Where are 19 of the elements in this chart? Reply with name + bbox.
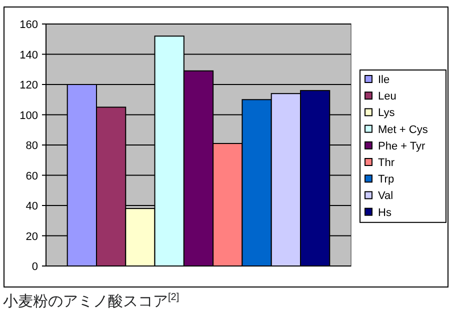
y-tick-label: 100: [20, 110, 38, 122]
legend-label: Trp: [378, 174, 394, 186]
legend-label: Thr: [378, 157, 395, 169]
legend-label: Leu: [378, 90, 396, 103]
y-tick-label: 120: [20, 80, 38, 92]
legend-label: Hs: [378, 206, 392, 219]
y-tick-label: 140: [20, 49, 38, 62]
y-tick-label: 40: [26, 200, 38, 212]
y-tick-label: 160: [20, 19, 38, 31]
y-tick-label: 80: [26, 140, 38, 152]
y-tick-label: 60: [26, 170, 38, 182]
text: 小麦粉のアミノ酸スコア$^{[2]}$: [3, 292, 180, 311]
y-tick-label: 20: [26, 230, 38, 243]
legend-label: Lys: [378, 107, 396, 120]
legend-label: Phe + Tyr: [378, 140, 426, 152]
legend-label: Val: [378, 190, 394, 202]
legend-label: Met + Cys: [378, 124, 428, 136]
legend-label: Ile: [378, 74, 390, 86]
y-tick-label: 0: [32, 261, 38, 273]
